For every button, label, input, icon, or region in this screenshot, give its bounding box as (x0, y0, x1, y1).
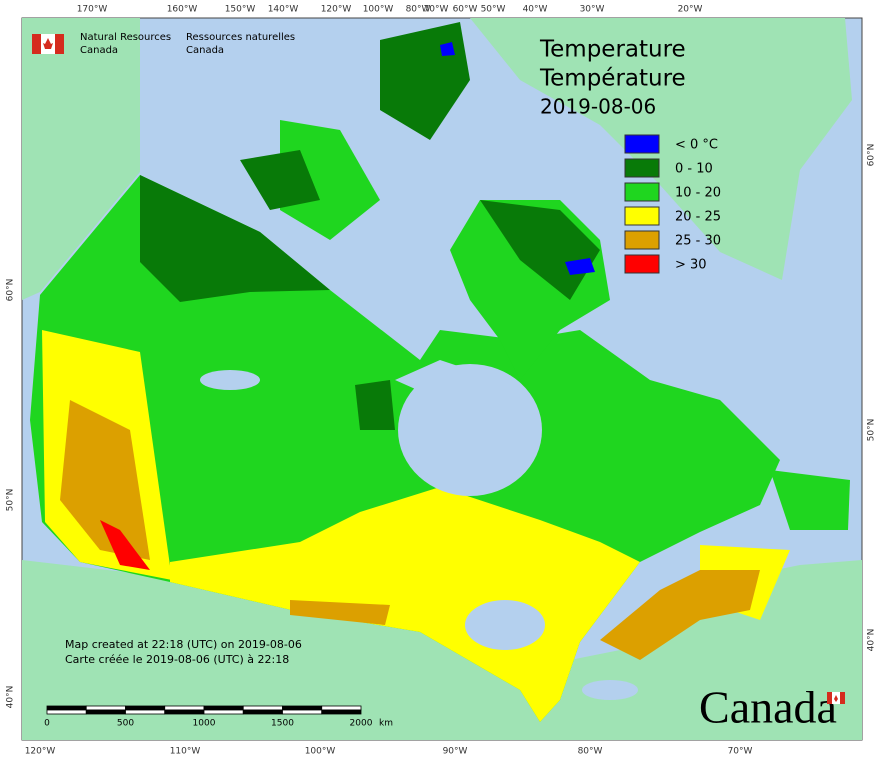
legend-swatch (624, 254, 660, 274)
zone (100, 520, 150, 570)
water-bodies (200, 360, 638, 700)
scale-label: 2000 (350, 719, 373, 729)
scale-segment (282, 709, 323, 715)
scale-segment (282, 705, 323, 711)
longitude-label: 40°W (523, 5, 548, 15)
scale-segment (46, 705, 87, 711)
zone (280, 120, 380, 240)
legend-label: > 30 (675, 258, 707, 273)
scale-segment (85, 705, 126, 711)
longitude-label: 20°W (678, 5, 703, 15)
legend: < 0 °C 0 - 10 10 - 20 20 - 25 25 - 30 > 30 (624, 134, 721, 274)
latitude-label: 40°N (6, 686, 16, 709)
wordmark-flag (827, 692, 845, 704)
latitude-label: 60°N (6, 279, 16, 302)
longitude-label: 30°W (580, 5, 605, 15)
latitude-label: 60°N (867, 144, 877, 167)
legend-label: 0 - 10 (675, 162, 713, 177)
longitude-label: 60°W (453, 5, 478, 15)
longitude-label: 70°W (424, 5, 449, 15)
scale-segment (85, 709, 126, 715)
agency-name: Natural Resources (80, 32, 171, 43)
longitude-label: 100°W (305, 747, 336, 757)
scale-segment (203, 705, 244, 711)
zone (600, 570, 760, 660)
zone (140, 175, 330, 302)
scale-segment (242, 705, 283, 711)
foreign-land (22, 18, 862, 740)
agency-name: Ressources naturelles (186, 32, 295, 43)
zone (290, 600, 390, 625)
scale-unit: km (379, 719, 393, 729)
longitude-label: 120°W (321, 5, 352, 15)
date: 2019-08-06 (540, 95, 656, 119)
credit: Carte créée le 2019-08-06 (UTC) à 22:18 (65, 653, 289, 666)
scale-segment (46, 709, 87, 715)
longitude-label: 160°W (167, 5, 198, 15)
legend-swatch (624, 230, 660, 250)
zone (565, 258, 595, 275)
scale-segment (203, 709, 244, 715)
longitude-label: 150°W (225, 5, 256, 15)
latitude-label: 50°N (6, 489, 16, 512)
scale-label: 500 (117, 719, 134, 729)
graticule-labels: 170°W 160°W 150°W 140°W 120°W 100°W 80°W70°W 60… (6, 5, 877, 757)
scale-segment (164, 709, 205, 715)
zone (240, 150, 320, 210)
longitude-label: 140°W (268, 5, 299, 15)
legend-swatch (624, 158, 660, 178)
longitude-label: 50°W (481, 5, 506, 15)
latitude-label: 50°N (867, 419, 877, 442)
longitude-label: 90°W (443, 747, 468, 757)
scale-segment (125, 709, 166, 715)
zone (770, 470, 850, 530)
scale-segment (242, 709, 283, 715)
longitude-label: 110°W (170, 747, 201, 757)
scale-label: 0 (44, 719, 50, 729)
legend-label: 20 - 25 (675, 210, 721, 225)
legend-swatch (624, 182, 660, 202)
scale-segment (321, 705, 362, 711)
agency-name: Canada (80, 45, 118, 56)
scale-label: 1500 (271, 719, 294, 729)
zone (60, 400, 150, 560)
scale-segment (321, 709, 362, 715)
longitude-label: 80°W (406, 5, 431, 15)
wordmark: Canada (699, 682, 837, 733)
zone (440, 42, 455, 56)
scale-label: 1000 (193, 719, 216, 729)
legend-swatch (624, 134, 660, 154)
scale-segment (125, 705, 166, 711)
scale-bar: 0 500 1000 1500 2000 km (44, 705, 393, 729)
legend-label: < 0 °C (675, 138, 718, 153)
legend-label: 10 - 20 (675, 186, 721, 201)
scale-segment (164, 705, 205, 711)
legend-label: 25 - 30 (675, 234, 721, 249)
zone (170, 487, 640, 722)
title: Temperature (539, 37, 686, 63)
longitude-label: 100°W (363, 5, 394, 15)
agency-name: Canada (186, 45, 224, 56)
longitude-label: 120°W (25, 747, 56, 757)
title: Température (539, 66, 686, 92)
longitude-label: 170°W (77, 5, 108, 15)
longitude-label: 70°W (728, 747, 753, 757)
logo: Natural Resources Canada Ressources natu… (32, 32, 295, 56)
credit: Map created at 22:18 (UTC) on 2019-08-06 (65, 638, 302, 651)
longitude-label: 80°W (578, 747, 603, 757)
legend-swatch (624, 206, 660, 226)
zone (355, 380, 395, 430)
latitude-label: 40°N (867, 629, 877, 652)
